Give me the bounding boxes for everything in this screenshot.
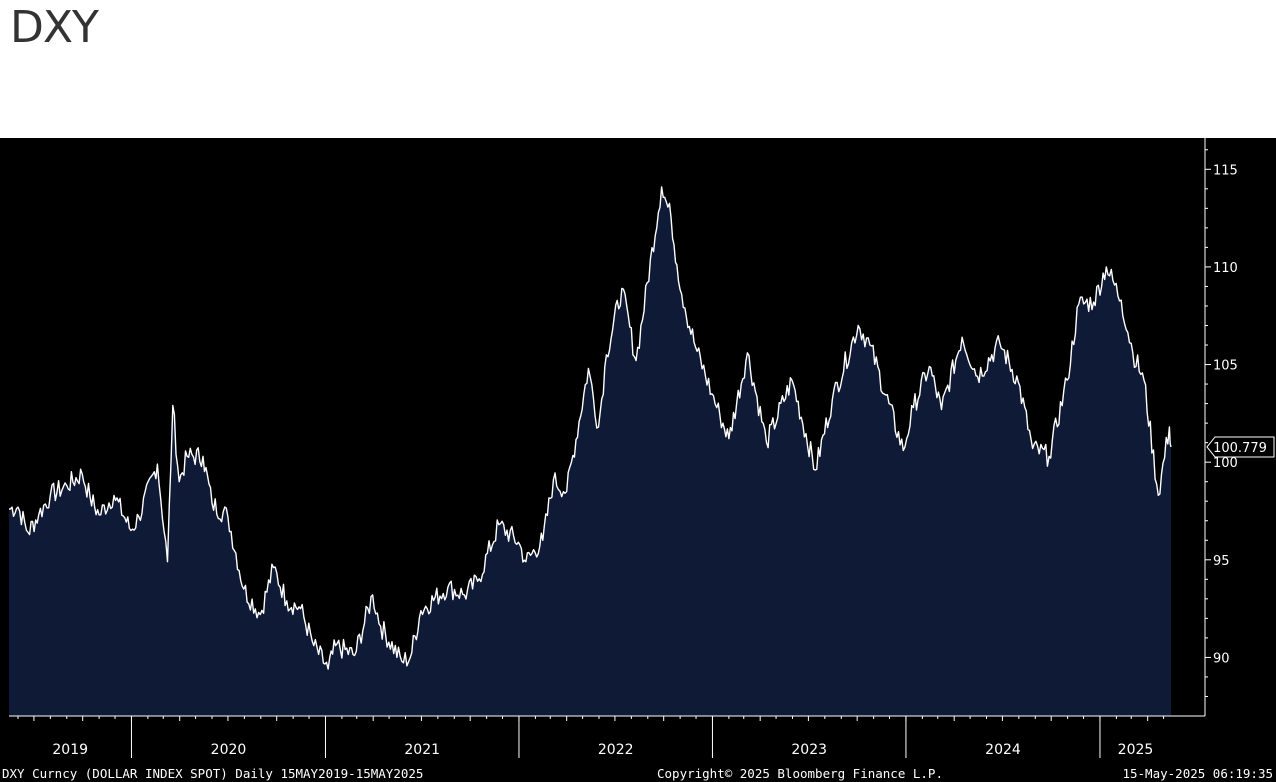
x-tick-label: 2025 [1118, 742, 1154, 758]
y-tick-label: 95 [1213, 554, 1230, 569]
last-value-tag [1206, 436, 1275, 458]
x-tick-label: 2020 [211, 742, 247, 758]
y-tick-label: 110 [1213, 261, 1238, 276]
last-value-label: 100.779 [1213, 441, 1267, 456]
x-tick-label: 2023 [791, 742, 827, 758]
y-tick-label: 115 [1213, 163, 1238, 178]
x-tick-label: 2021 [404, 742, 440, 758]
y-tick-label: 100 [1213, 456, 1238, 471]
x-tick-label: 2022 [598, 742, 634, 758]
footer-timestamp: 15-May-2025 06:19:35 [1122, 766, 1273, 781]
series-area [9, 186, 1171, 716]
page-title: DXY [10, 2, 99, 53]
x-tick-label: 2024 [985, 742, 1021, 758]
y-tick-label: 105 [1213, 359, 1238, 374]
y-tick-label: 90 [1213, 651, 1230, 666]
footer-security: DXY Curncy (DOLLAR INDEX SPOT) Daily 15M… [2, 766, 423, 781]
series-line [8, 186, 1172, 670]
x-tick-label: 2019 [52, 742, 88, 758]
dxy-chart: 90 95 100 105 110 115 2019 2020 2021 2022 2023 2024… [2, 138, 1275, 781]
footer-copyright: Copyright© 2025 Bloomberg Finance L.P. [657, 766, 943, 781]
